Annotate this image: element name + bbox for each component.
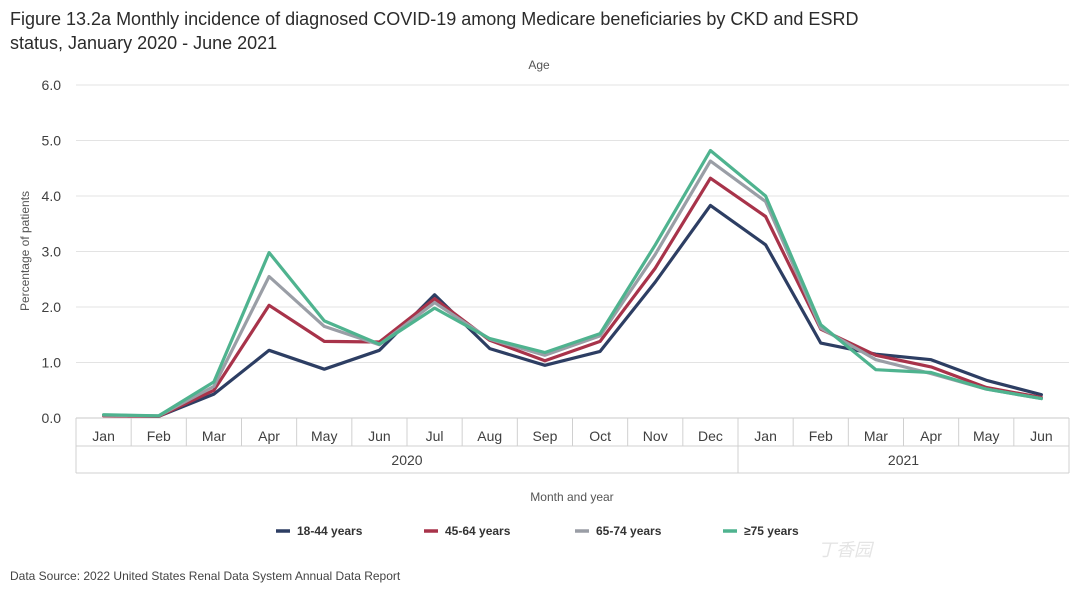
x-tick-label: Feb xyxy=(809,428,833,444)
y-tick-label: 1.0 xyxy=(42,355,62,371)
x-tick-label: Jun xyxy=(1030,428,1053,444)
x-tick-label: Aug xyxy=(477,428,502,444)
x-tick-label: Jan xyxy=(92,428,115,444)
legend-label: 18-44 years xyxy=(297,524,363,538)
series-lines xyxy=(101,148,1044,418)
series-line-4 xyxy=(101,148,1044,418)
y-axis-label: Percentage of patients xyxy=(18,191,32,311)
x-tick-label: Apr xyxy=(258,428,280,444)
y-axis-ticks: 0.0 1.0 2.0 3.0 4.0 5.0 6.0 xyxy=(42,77,62,426)
legend-label: 45-64 years xyxy=(445,524,511,538)
x-tick-label: May xyxy=(311,428,337,444)
year-group-label: 2020 xyxy=(391,452,422,468)
x-tick-label: Nov xyxy=(643,428,668,444)
watermark: 丁香园 xyxy=(818,540,875,561)
y-tick-label: 5.0 xyxy=(42,133,62,149)
chart-title-line1: Figure 13.2a Monthly incidence of diagno… xyxy=(10,9,858,29)
x-tick-label: May xyxy=(973,428,999,444)
y-tick-label: 2.0 xyxy=(42,299,62,315)
x-tick-label: Mar xyxy=(202,428,226,444)
chart-title-line2: status, January 2020 - June 2021 xyxy=(10,33,277,53)
series-line-3 xyxy=(101,159,1044,418)
series-line-1 xyxy=(101,203,1044,418)
legend: 18-44 years 45-64 years 65-74 years ≥75 yea… xyxy=(276,524,799,538)
gridlines xyxy=(76,84,1069,419)
x-tick-label: Feb xyxy=(147,428,171,444)
x-tick-label: Mar xyxy=(864,428,888,444)
legend-label: 65-74 years xyxy=(596,524,662,538)
watermark-text: 丁香园 xyxy=(818,540,875,561)
legend-label: ≥75 years xyxy=(744,524,799,538)
x-axis-label: Month and year xyxy=(530,490,613,504)
x-tick-label: Jan xyxy=(754,428,777,444)
y-tick-label: 0.0 xyxy=(42,410,62,426)
year-group-label: 2021 xyxy=(888,452,919,468)
x-tick-label: Oct xyxy=(589,428,611,444)
x-tick-label: Jun xyxy=(368,428,391,444)
x-tick-label: Sep xyxy=(532,428,557,444)
chart-subtitle: Age xyxy=(528,58,550,72)
x-tick-label: Jul xyxy=(426,428,444,444)
x-tick-label: Dec xyxy=(698,428,723,444)
y-tick-label: 4.0 xyxy=(42,188,62,204)
x-tick-label: Apr xyxy=(920,428,942,444)
y-tick-label: 3.0 xyxy=(42,244,62,260)
x-axis: Jan Feb Mar Apr May Jun Jul Aug Sep Oct Nov Dec Jan F… xyxy=(75,418,1070,474)
y-tick-label: 6.0 xyxy=(42,77,62,93)
series-line-2 xyxy=(101,176,1044,418)
data-source-note: Data Source: 2022 United States Renal Da… xyxy=(10,569,401,583)
